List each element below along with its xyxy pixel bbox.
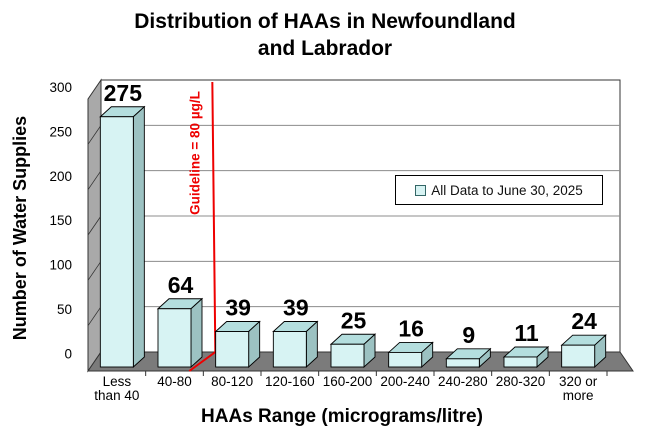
gridline-wall-segment bbox=[87, 125, 102, 145]
x-category-label: more bbox=[563, 388, 594, 403]
gridline-wall-segment bbox=[87, 306, 102, 326]
x-category-label: Less bbox=[103, 374, 132, 389]
bar-front-face bbox=[99, 116, 134, 368]
bar-front-face bbox=[445, 358, 480, 368]
legend-series-marker-icon bbox=[415, 184, 427, 196]
gridline-wall-segment bbox=[87, 261, 102, 281]
bar-front-face bbox=[503, 356, 538, 368]
x-axis-title: HAAs Range (micrograms/litre) bbox=[201, 406, 483, 427]
bar-front-face bbox=[388, 351, 423, 368]
chart-title: Distribution of HAAs in Newfoundland and… bbox=[0, 8, 650, 62]
x-category-label: 120-160 bbox=[265, 374, 315, 389]
x-category-label: 240-280 bbox=[438, 374, 488, 389]
gridline-wall-segment bbox=[87, 170, 102, 190]
x-category-label: 40-80 bbox=[157, 374, 192, 389]
bar-value-label: 275 bbox=[104, 80, 143, 106]
gridline-wall-segment bbox=[87, 215, 102, 236]
y-tick-label: 100 bbox=[49, 258, 72, 273]
bar-value-label: 16 bbox=[398, 315, 424, 341]
bar-front-face bbox=[157, 308, 192, 368]
bar-front-face bbox=[330, 343, 365, 368]
bar-value-label: 64 bbox=[168, 272, 194, 298]
legend: All Data to June 30, 2025 bbox=[395, 175, 603, 205]
y-axis-title: Number of Water Supplies bbox=[10, 115, 30, 341]
bar-value-label: 39 bbox=[225, 295, 251, 321]
bar-value-label: 39 bbox=[283, 295, 309, 321]
x-category-label: 160-200 bbox=[323, 374, 373, 389]
x-category-label: than 40 bbox=[94, 388, 139, 403]
y-tick-label: 50 bbox=[57, 302, 72, 317]
bar-value-label: 9 bbox=[462, 322, 475, 348]
y-tick-label: 150 bbox=[49, 213, 72, 228]
y-tick-label: 0 bbox=[64, 347, 72, 362]
bar-front-face bbox=[561, 344, 596, 368]
x-category-label: 80-120 bbox=[211, 374, 253, 389]
x-category-label: 280-320 bbox=[496, 374, 546, 389]
bar-value-label: 24 bbox=[571, 308, 597, 334]
bar-value-label: 11 bbox=[514, 320, 539, 346]
x-category-label: 200-240 bbox=[380, 374, 430, 389]
chart-title-line1: Distribution of HAAs in Newfoundland bbox=[134, 10, 516, 33]
bar-side-face bbox=[132, 105, 145, 369]
bar-side-face bbox=[190, 297, 203, 369]
bar-value-label: 25 bbox=[341, 307, 367, 333]
legend-series-label: All Data to June 30, 2025 bbox=[431, 182, 583, 198]
chart-title-line2: and Labrador bbox=[257, 37, 393, 60]
bar-front-face bbox=[215, 331, 250, 368]
guideline-label: Guideline = 80 µg/L bbox=[188, 91, 203, 215]
x-category-label: 320 or bbox=[559, 374, 598, 389]
y-tick-label: 300 bbox=[49, 80, 72, 95]
y-tick-label: 250 bbox=[49, 124, 72, 139]
y-tick-label: 200 bbox=[49, 169, 72, 184]
bar-front-face bbox=[272, 331, 307, 368]
